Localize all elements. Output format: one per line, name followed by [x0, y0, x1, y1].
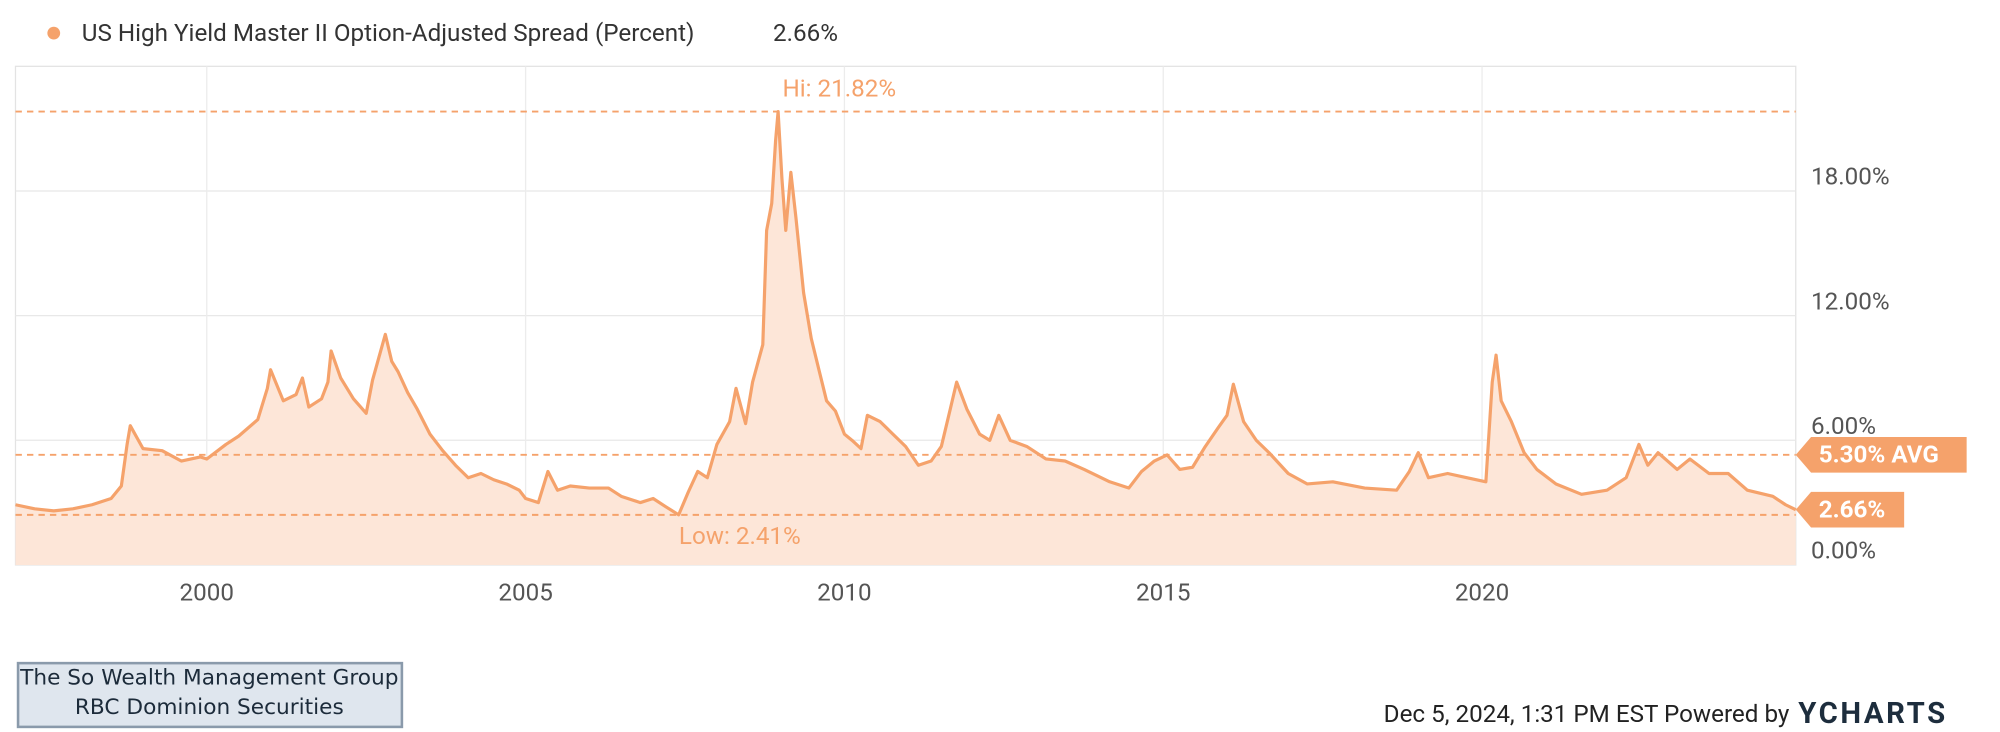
y-tick-label: 6.00% [1811, 412, 1876, 440]
grid: 0.00% 6.00% 12.00% 18.00% 2000 2005 2010 2015 20… [15, 66, 1890, 607]
y-tick-label: 18.00% [1811, 163, 1890, 191]
y-tick-label: 12.00% [1811, 287, 1890, 315]
legend-marker [47, 26, 61, 40]
watermark-line1: The So Wealth Management Group [19, 665, 398, 690]
avg-tag [1795, 436, 1967, 473]
x-tick-label: 2010 [817, 579, 871, 607]
footer-brand: YCHARTS [1798, 697, 1947, 731]
hi-label: Hi: 21.82% [783, 74, 897, 102]
footer-timestamp: Dec 5, 2024, 1:31 PM EST Powered by [1384, 700, 1790, 728]
last-tag-label: 2.66% [1819, 495, 1886, 523]
legend-label: US High Yield Master II Option-Adjusted … [82, 19, 695, 47]
y-tick-label: 0.00% [1811, 537, 1876, 565]
line [15, 109, 1797, 517]
low-label: Low: 2.41% [679, 522, 801, 550]
annotations: Hi: 21.82% Low: 2.41% 5.30% AVG 2.66% [15, 74, 1967, 550]
watermark-box [16, 661, 404, 729]
x-tick-label: 2005 [498, 579, 552, 607]
last-tag [1795, 491, 1905, 528]
area [15, 111, 1796, 565]
watermark-line2: RBC Dominion Securities [75, 695, 344, 720]
marks [15, 109, 1797, 565]
legend-value: 2.66% [773, 19, 838, 47]
avg-tag-label: 5.30% AVG [1819, 440, 1939, 468]
x-tick-label: 2020 [1455, 579, 1509, 607]
x-tick-label: 2000 [180, 579, 234, 607]
x-tick-label: 2015 [1136, 579, 1190, 607]
